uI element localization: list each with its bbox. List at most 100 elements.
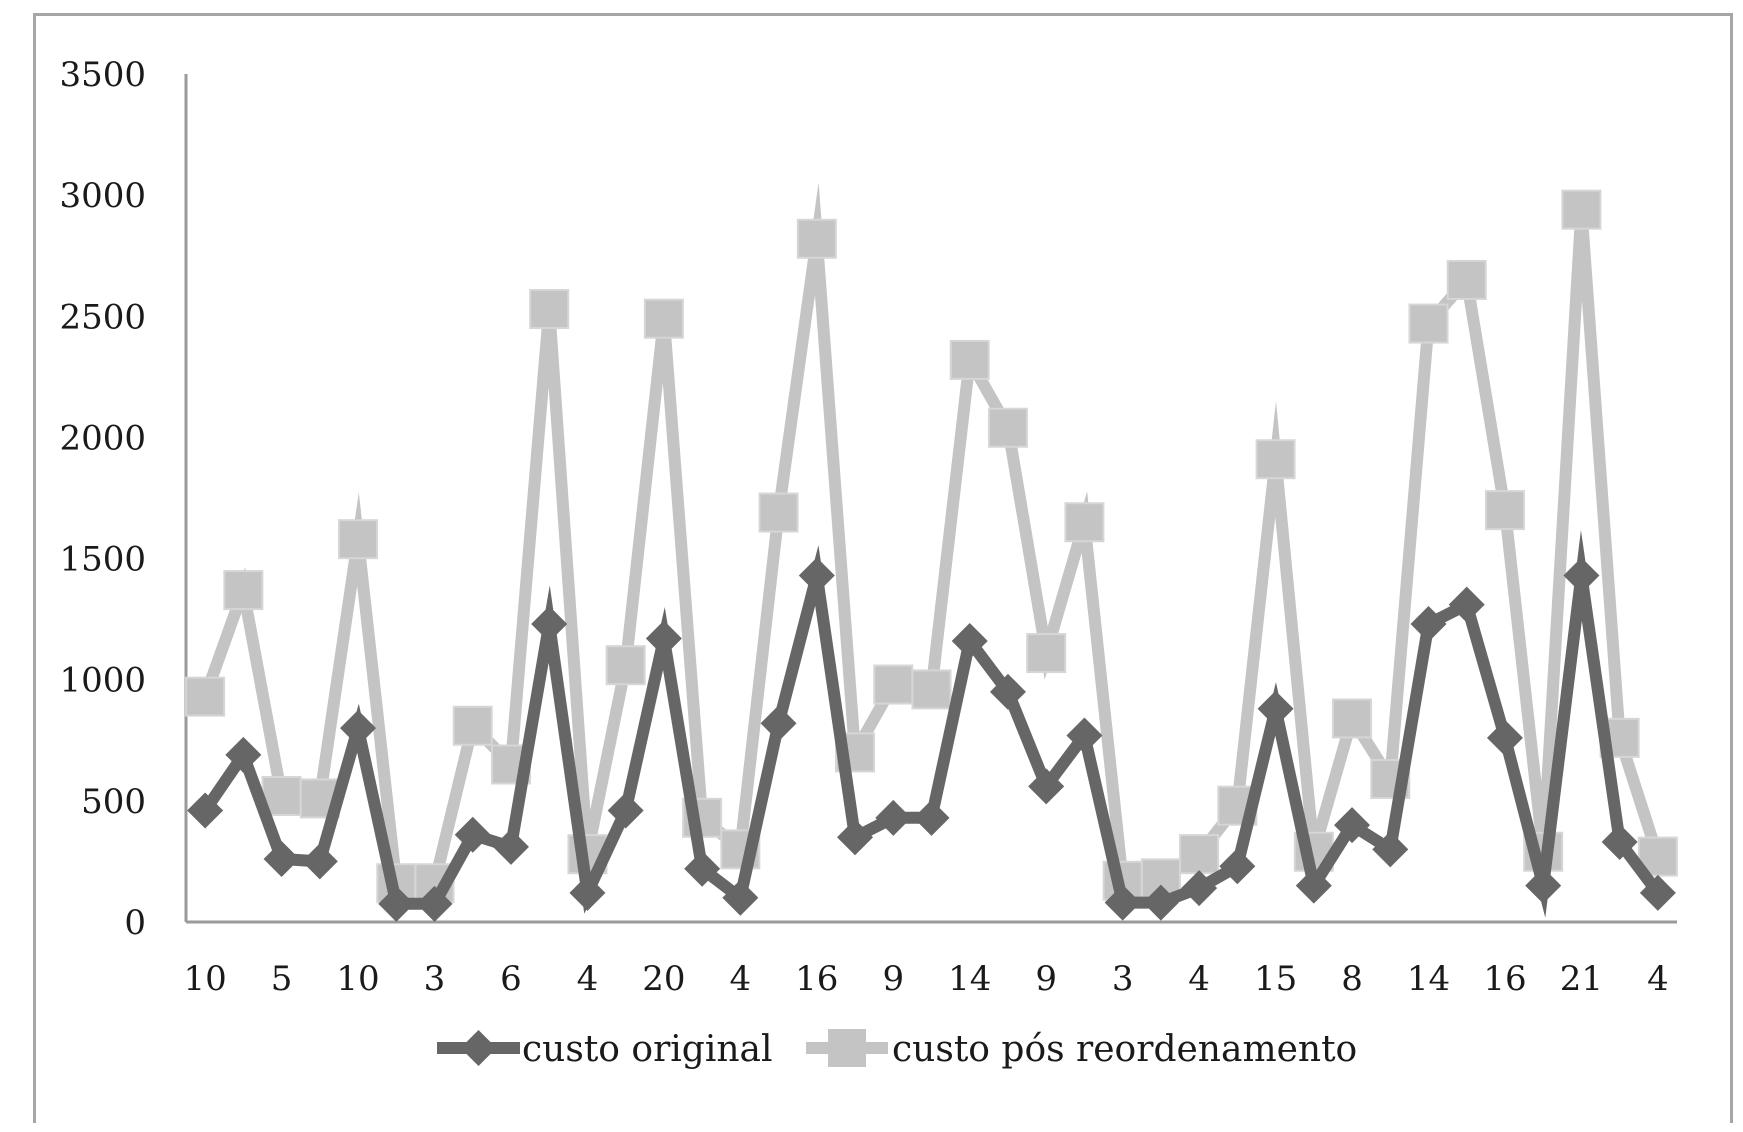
data-point — [798, 557, 835, 594]
data-point — [1484, 490, 1525, 531]
data-point — [1408, 303, 1449, 344]
legend: custo original custo pós reordenamento — [437, 1029, 1357, 1070]
x-tick-label: 4 — [1188, 959, 1210, 999]
x-tick-label: 16 — [1483, 959, 1526, 999]
data-point — [529, 289, 570, 330]
data-point — [1332, 698, 1373, 739]
data-point — [607, 792, 644, 829]
data-point — [225, 736, 262, 773]
x-tick-labels: 10 5 10 3 6 4 20 4 16 9 14 9 3 4 15 8 14 16 21 4 — [183, 959, 1668, 999]
legend-label: custo original — [522, 1029, 773, 1070]
data-point — [1295, 867, 1332, 904]
data-point — [569, 874, 606, 911]
data-point — [185, 676, 226, 717]
data-point — [643, 298, 684, 339]
x-tick-label: 10 — [336, 959, 379, 999]
data-point — [1639, 874, 1676, 911]
data-point — [340, 710, 377, 747]
data-point — [760, 705, 797, 742]
legend-item: custo pós reordenamento — [806, 1029, 1357, 1070]
legend-marker-diamond-icon — [460, 1030, 497, 1066]
y-tick-label: 500 — [81, 782, 146, 822]
x-tick-label: 4 — [577, 959, 599, 999]
data-point — [684, 850, 721, 887]
x-tick-label: 9 — [882, 959, 904, 999]
data-point — [913, 799, 950, 836]
data-point — [951, 622, 988, 659]
data-point — [531, 605, 568, 642]
data-point — [1561, 189, 1602, 230]
x-tick-label: 3 — [1112, 959, 1134, 999]
data-point — [837, 819, 874, 856]
y-tick-label: 3500 — [59, 55, 146, 95]
data-point — [1064, 502, 1105, 543]
data-point — [796, 218, 837, 259]
data-point — [605, 645, 646, 686]
data-point — [1525, 867, 1562, 904]
data-point — [1486, 719, 1523, 756]
legend-item: custo original — [437, 1029, 773, 1070]
y-tick-label: 1500 — [59, 540, 146, 580]
data-point — [1066, 717, 1103, 754]
data-point — [338, 519, 379, 560]
x-tick-label: 15 — [1254, 959, 1297, 999]
data-point — [645, 620, 682, 657]
data-point — [1257, 690, 1294, 727]
chart-frame — [33, 13, 1733, 1123]
x-tick-label: 4 — [1647, 959, 1669, 999]
data-point — [873, 664, 914, 705]
x-tick-label: 6 — [500, 959, 522, 999]
data-point — [722, 879, 759, 916]
data-point — [1255, 439, 1296, 480]
data-point — [223, 570, 264, 611]
data-point — [875, 799, 912, 836]
x-tick-label: 16 — [795, 959, 838, 999]
data-point — [1334, 807, 1371, 844]
x-tick-label: 3 — [424, 959, 446, 999]
data-point — [989, 673, 1026, 710]
data-point — [301, 843, 338, 880]
data-point — [1446, 259, 1487, 300]
data-point — [758, 492, 799, 533]
x-tick-label: 8 — [1341, 959, 1363, 999]
data-point — [263, 841, 300, 878]
x-tick-label: 4 — [730, 959, 752, 999]
data-point — [1181, 870, 1218, 907]
y-tick-label: 1000 — [59, 661, 146, 701]
legend-label: custo pós reordenamento — [892, 1029, 1357, 1070]
x-tick-label: 5 — [271, 959, 293, 999]
x-tick-label: 20 — [642, 959, 685, 999]
data-point — [454, 816, 491, 853]
y-tick-label: 3000 — [59, 176, 146, 216]
data-point — [1410, 605, 1447, 642]
x-tick-label: 10 — [183, 959, 226, 999]
data-point — [492, 828, 529, 865]
data-point — [1140, 858, 1181, 899]
data-point — [1028, 768, 1065, 805]
x-tick-label: 14 — [1407, 959, 1450, 999]
data-point — [416, 885, 453, 922]
data-point — [1372, 831, 1409, 868]
y-tick-label: 2500 — [59, 297, 146, 337]
x-tick-label: 21 — [1560, 959, 1603, 999]
data-point — [1104, 884, 1141, 921]
data-point — [987, 407, 1028, 448]
y-tick-label: 0 — [124, 903, 146, 943]
data-point — [1179, 834, 1220, 875]
x-tick-label: 14 — [948, 959, 991, 999]
y-tick-label: 2000 — [59, 418, 146, 458]
series-layer — [185, 182, 1678, 922]
axes — [184, 74, 1677, 924]
data-point — [1142, 884, 1179, 921]
data-point — [949, 339, 990, 380]
data-point — [378, 885, 415, 922]
data-point — [1601, 824, 1638, 861]
data-point — [1026, 633, 1067, 674]
legend-marker-square-icon — [828, 1029, 866, 1067]
data-point — [187, 792, 224, 829]
series-original — [187, 530, 1676, 922]
data-point — [1563, 557, 1600, 594]
data-point — [1219, 848, 1256, 885]
x-tick-label: 9 — [1035, 959, 1057, 999]
